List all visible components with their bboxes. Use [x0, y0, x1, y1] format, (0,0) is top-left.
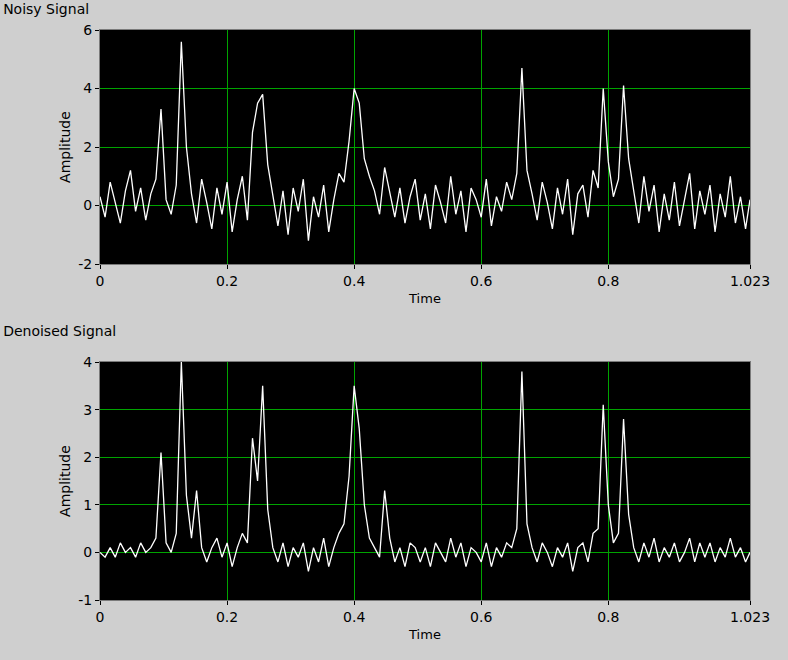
svg-text:0.4: 0.4 — [343, 273, 365, 289]
svg-text:2: 2 — [83, 449, 92, 465]
svg-text:0.4: 0.4 — [343, 609, 365, 625]
svg-text:0: 0 — [83, 544, 92, 560]
svg-text:Denoised Signal: Denoised Signal — [3, 323, 116, 339]
svg-text:0.2: 0.2 — [216, 273, 238, 289]
svg-text:0: 0 — [83, 197, 92, 213]
svg-text:Amplitude: Amplitude — [57, 445, 73, 517]
svg-text:-2: -2 — [78, 256, 92, 272]
svg-text:4: 4 — [83, 354, 92, 370]
svg-text:0: 0 — [96, 273, 105, 289]
svg-text:0.2: 0.2 — [216, 609, 238, 625]
svg-text:Amplitude: Amplitude — [57, 111, 73, 183]
svg-text:Time: Time — [408, 291, 441, 306]
svg-text:0.6: 0.6 — [470, 609, 492, 625]
svg-text:0.8: 0.8 — [597, 609, 619, 625]
svg-text:3: 3 — [83, 402, 92, 418]
svg-text:0.6: 0.6 — [470, 273, 492, 289]
svg-text:6: 6 — [83, 22, 92, 38]
svg-text:1.023: 1.023 — [730, 609, 770, 625]
svg-text:4: 4 — [83, 80, 92, 96]
svg-text:2: 2 — [83, 139, 92, 155]
svg-text:0.8: 0.8 — [597, 273, 619, 289]
svg-text:Time: Time — [408, 627, 441, 642]
svg-text:1: 1 — [83, 497, 92, 513]
svg-text:0: 0 — [96, 609, 105, 625]
svg-text:Noisy Signal: Noisy Signal — [3, 1, 89, 17]
svg-text:1.023: 1.023 — [730, 273, 770, 289]
svg-text:-1: -1 — [78, 592, 92, 608]
